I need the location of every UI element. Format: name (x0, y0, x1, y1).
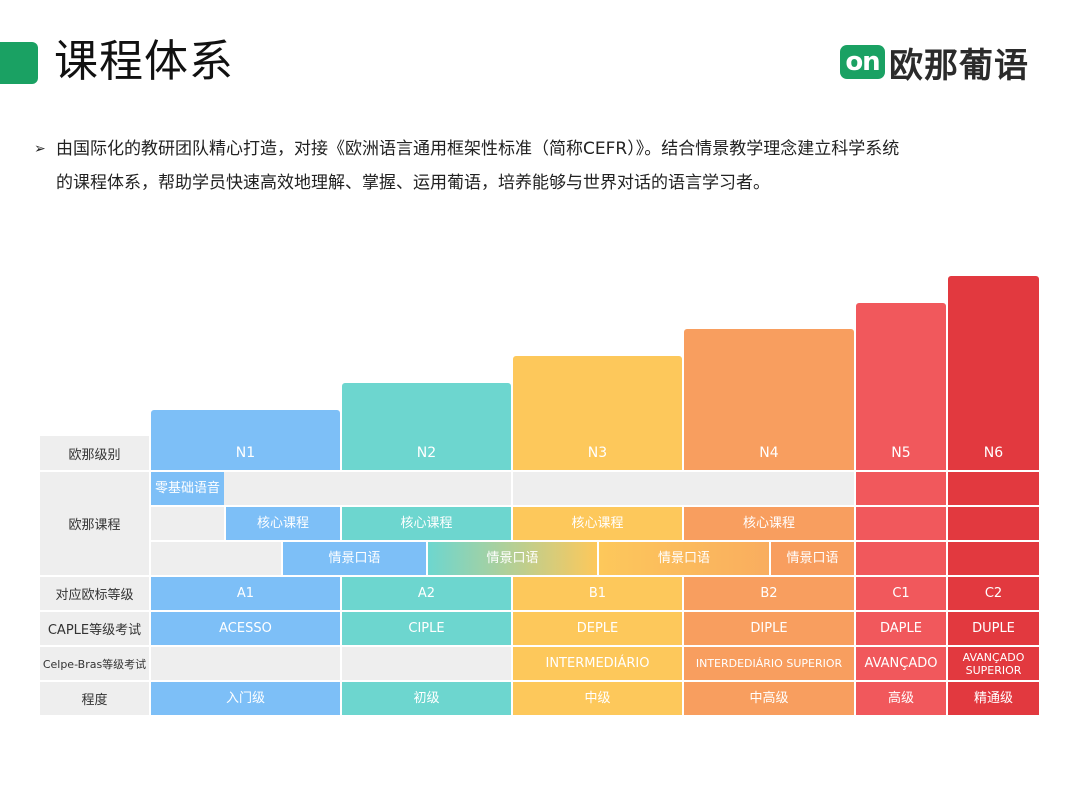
level-n2: N2 (342, 436, 511, 470)
degree-n2: 初级 (342, 682, 511, 715)
cefr-a1: A1 (151, 577, 340, 610)
level-n4: N4 (684, 436, 854, 470)
core-course-n2: 核心课程 (342, 507, 511, 540)
core-course-n3: 核心课程 (513, 507, 682, 540)
caple-deple: DEPLE (513, 612, 682, 645)
row-label-degree: 程度 (40, 682, 149, 715)
cefr-a2: A2 (342, 577, 511, 610)
caple-duple: DUPLE (948, 612, 1039, 645)
caple-acesso: ACESSO (151, 612, 340, 645)
row-label-celpe: Celpe-Bras等级考试 (40, 647, 149, 680)
course-bg-3 (151, 507, 224, 540)
degree-n5: 高级 (856, 682, 946, 715)
scene-course-1: 情景口语 (283, 542, 426, 575)
celpe-avancado: AVANÇADO (856, 647, 946, 680)
degree-n6: 精通级 (948, 682, 1039, 715)
scene-course-4: 情景口语 (771, 542, 854, 575)
step-cap-n1 (151, 410, 340, 436)
title-accent-bar (0, 42, 38, 84)
core-course-n1: 核心课程 (226, 507, 340, 540)
level-n1: N1 (151, 436, 340, 470)
row-label-course: 欧那课程 (40, 472, 149, 575)
celpe-avancado-superior: AVANÇADO SUPERIOR (948, 647, 1039, 680)
cefr-b2: B2 (684, 577, 854, 610)
intro-line-2: 的课程体系，帮助学员快速高效地理解、掌握、运用葡语，培养能够与世界对话的语言学习… (56, 173, 770, 193)
zero-basic-course: 零基础语音 (151, 472, 224, 505)
page-title: 课程体系 (54, 36, 234, 87)
course-bg-2 (513, 472, 854, 505)
caple-diple: DIPLE (684, 612, 854, 645)
celpe-empty-n1 (151, 647, 340, 680)
course-bg-4 (151, 542, 281, 575)
brand-logo: on 欧那葡语 (840, 42, 1029, 86)
logo-mark-icon: on (840, 45, 885, 79)
caple-daple: DAPLE (856, 612, 946, 645)
course-n6-1 (948, 472, 1039, 505)
level-n5: N5 (856, 436, 946, 470)
step-cap-n3 (513, 356, 682, 436)
course-n5-1 (856, 472, 946, 505)
row-label-caple: CAPLE等级考试 (40, 612, 149, 645)
bullet-arrow-icon: ➢ (34, 141, 46, 157)
cefr-c2: C2 (948, 577, 1039, 610)
degree-n3: 中级 (513, 682, 682, 715)
step-cap-n5 (856, 303, 946, 436)
scene-course-2: 情景口语 (428, 542, 597, 575)
logo-text: 欧那葡语 (889, 45, 1029, 86)
course-n6-3 (948, 542, 1039, 575)
level-n3: N3 (513, 436, 682, 470)
caple-ciple: CIPLE (342, 612, 511, 645)
intro-line-1: 由国际化的教研团队精心打造，对接《欧洲语言通用框架性标准（简称CEFR）》。结合… (56, 139, 900, 159)
step-cap-n4 (684, 329, 854, 436)
course-n5-3 (856, 542, 946, 575)
degree-n4: 中高级 (684, 682, 854, 715)
step-cap-n2 (342, 383, 511, 436)
core-course-n4: 核心课程 (684, 507, 854, 540)
row-label-level: 欧那级别 (40, 436, 149, 470)
celpe-intermediario: INTERMEDIÁRIO (513, 647, 682, 680)
row-label-cefr: 对应欧标等级 (40, 577, 149, 610)
celpe-intermediario-superior: INTERDEDIÁRIO SUPERIOR (684, 647, 854, 680)
course-n5-2 (856, 507, 946, 540)
celpe-empty-n2 (342, 647, 511, 680)
scene-course-3: 情景口语 (599, 542, 769, 575)
degree-n1: 入门级 (151, 682, 340, 715)
cefr-b1: B1 (513, 577, 682, 610)
course-n6-2 (948, 507, 1039, 540)
cefr-c1: C1 (856, 577, 946, 610)
level-n6: N6 (948, 436, 1039, 470)
step-cap-n6 (948, 276, 1039, 436)
